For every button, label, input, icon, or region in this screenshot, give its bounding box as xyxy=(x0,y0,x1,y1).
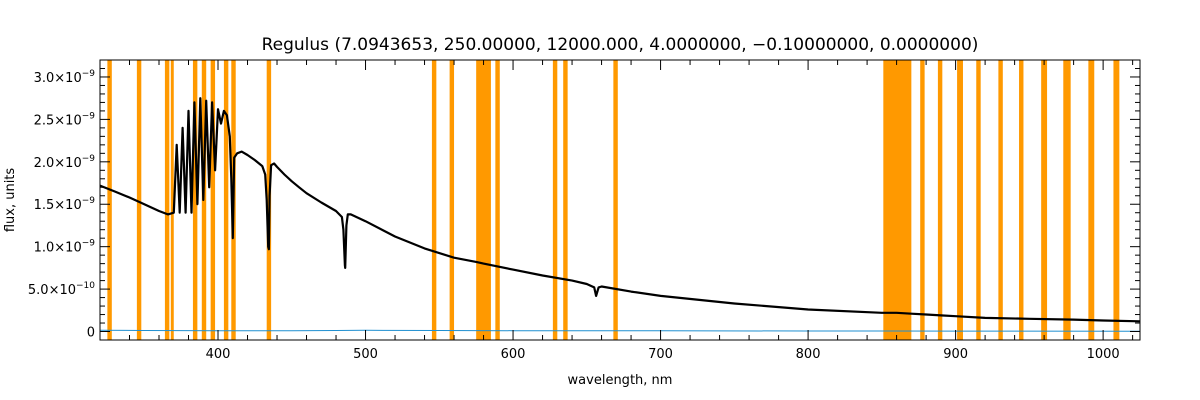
masked-band xyxy=(1113,60,1120,340)
masked-band xyxy=(164,60,170,340)
data-series xyxy=(99,97,1141,332)
y-tick-label: 5.0×10−10 xyxy=(28,281,95,298)
masked-band xyxy=(431,60,437,340)
masked-band xyxy=(976,60,981,340)
masked-band xyxy=(136,60,142,340)
masked-band xyxy=(1088,60,1095,340)
flux-series-line xyxy=(99,97,1141,323)
masked-band xyxy=(107,60,112,340)
y-tick-label: 2.5×10−9 xyxy=(34,111,96,128)
x-tick-label: 700 xyxy=(648,347,673,362)
masked-band xyxy=(613,60,618,340)
y-tick-label: 1.5×10−9 xyxy=(34,196,96,213)
axis-ticks: 400 500 600 700 800 900 1000 0 5.0×10−10 1.0×10−9… xyxy=(28,60,1140,362)
masked-band xyxy=(563,60,568,340)
x-tick-label: 1000 xyxy=(1087,347,1120,362)
y-axis-label: flux, units xyxy=(3,168,18,233)
masked-band xyxy=(170,60,174,340)
masked-band xyxy=(957,60,963,340)
x-tick-label: 500 xyxy=(353,347,378,362)
plot-frame xyxy=(99,59,1141,341)
masked-band xyxy=(1041,60,1048,340)
masked-band xyxy=(1019,60,1024,340)
chart-title: Regulus (7.0943653, 250.00000, 12000.000… xyxy=(262,35,979,55)
y-tick-label: 3.0×10−9 xyxy=(34,69,96,86)
masked-band xyxy=(192,60,198,340)
x-tick-label: 800 xyxy=(796,347,821,362)
y-tick-label: 2.0×10−9 xyxy=(34,154,96,171)
masked-band xyxy=(998,60,1003,340)
masked-band xyxy=(449,60,455,340)
x-tick-label: 400 xyxy=(206,347,231,362)
masked-band xyxy=(920,60,925,340)
masked-band xyxy=(495,60,500,340)
masked-regions xyxy=(107,60,1120,340)
masked-band xyxy=(1063,60,1071,340)
error-series-line xyxy=(99,329,1141,332)
x-tick-label: 600 xyxy=(501,347,526,362)
masked-band xyxy=(210,60,216,340)
masked-band xyxy=(476,60,491,340)
masked-band xyxy=(937,60,943,340)
y-tick-label: 1.0×10−9 xyxy=(34,239,96,256)
masked-band xyxy=(223,60,229,340)
y-tick-label: 0 xyxy=(87,326,95,341)
x-axis-label: wavelength, nm xyxy=(568,373,673,388)
masked-band xyxy=(552,60,558,340)
x-tick-label: 900 xyxy=(943,347,968,362)
masked-band xyxy=(883,60,912,340)
